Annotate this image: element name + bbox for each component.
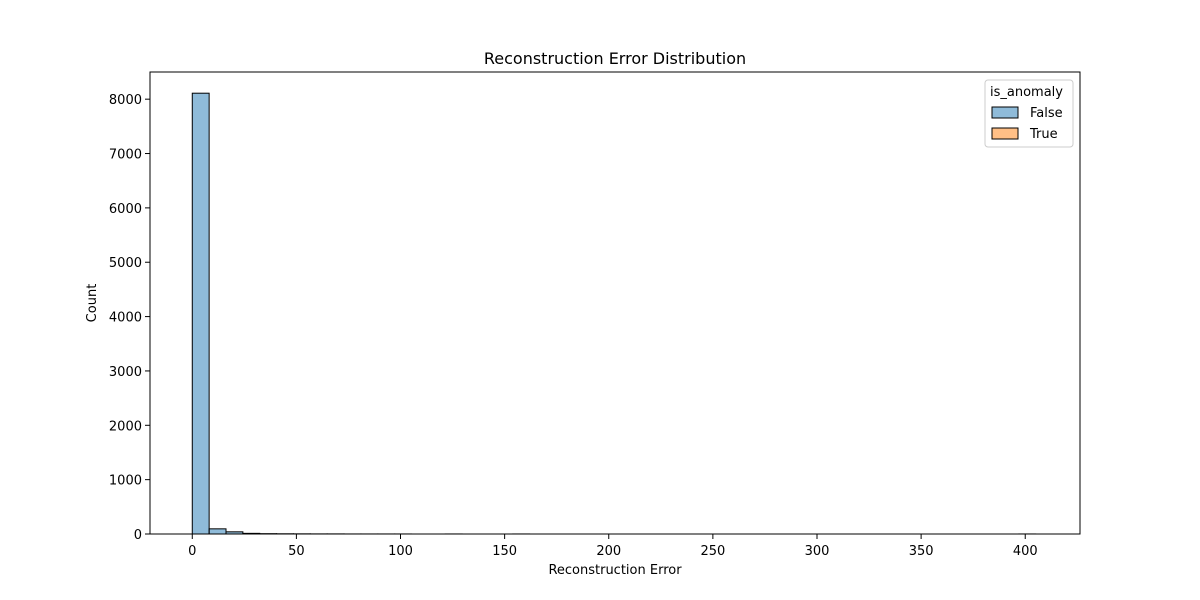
- legend-label-true: True: [1029, 127, 1058, 142]
- y-tick-label: 4000: [109, 311, 142, 326]
- y-tick-label: 2000: [109, 419, 142, 434]
- x-tick-label: 0: [188, 544, 196, 559]
- legend: is_anomaly False True: [984, 79, 1074, 148]
- legend-title: is_anomaly: [990, 85, 1063, 100]
- y-tick-label: 1000: [109, 474, 142, 489]
- bar-false-bin-1: [208, 528, 227, 535]
- bar-false-bin-0: [191, 92, 210, 535]
- x-tick-label: 150: [492, 544, 517, 559]
- x-tick-label: 400: [1013, 544, 1038, 559]
- x-tick-label: 250: [700, 544, 725, 559]
- x-tick-label: 50: [288, 544, 305, 559]
- y-tick-label: 6000: [109, 202, 142, 217]
- legend-label-false: False: [1030, 106, 1063, 121]
- legend-swatch-false: [991, 106, 1019, 119]
- x-axis-label: Reconstruction Error: [548, 563, 682, 578]
- y-tick-label: 5000: [109, 256, 142, 271]
- x-axis-ticks: 0 50 100 150 200 250 300 350 400: [188, 534, 1038, 559]
- y-axis-label: Count: [85, 284, 100, 323]
- legend-swatch-true: [991, 127, 1019, 140]
- x-tick-label: 350: [909, 544, 934, 559]
- x-tick-label: 300: [805, 544, 830, 559]
- chart-title: Reconstruction Error Distribution: [484, 49, 746, 68]
- y-tick-label: 8000: [109, 93, 142, 108]
- y-tick-label: 3000: [109, 365, 142, 380]
- y-axis-ticks: 0 1000 2000 3000 4000 5000 6000 7000 8000: [109, 93, 150, 543]
- x-tick-label: 100: [388, 544, 413, 559]
- x-tick-label: 200: [596, 544, 621, 559]
- axes-frame: [149, 71, 1081, 535]
- y-tick-label: 7000: [109, 148, 142, 163]
- y-tick-label: 0: [134, 528, 142, 543]
